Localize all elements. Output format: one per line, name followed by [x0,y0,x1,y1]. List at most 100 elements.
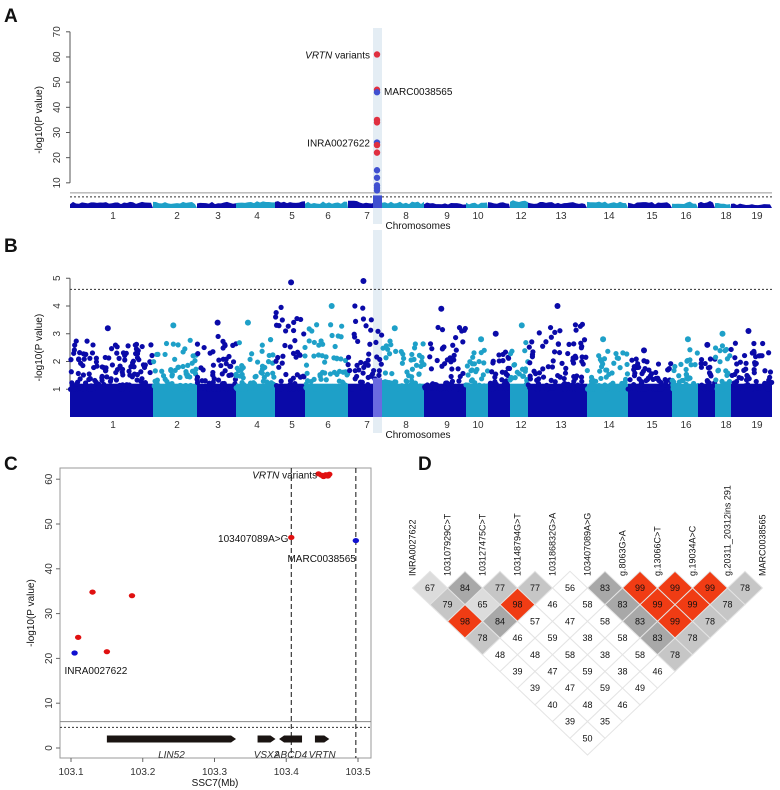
y-tick-label: 10 [52,177,63,189]
snp-point [162,376,168,382]
snp-point [175,342,181,348]
snp-point [151,359,157,365]
snp-point [218,362,224,369]
panel-letter-d: D [418,454,432,475]
snp-point [713,377,719,383]
chromosome-label: 10 [472,211,484,222]
snp-point [199,378,205,384]
snp-point [134,377,140,383]
snp-point [365,374,371,381]
snp-point [185,362,191,368]
snp-point [522,368,528,374]
snp-point [603,367,609,373]
snp-point [309,328,315,334]
snp-point [338,356,344,362]
snp-point [197,386,204,392]
snp-point [596,386,602,392]
snp-point [723,368,729,374]
chromosome-signal [382,201,424,208]
snp-point [96,381,102,387]
snp-point [312,385,318,392]
y-tick-label: 50 [52,76,63,88]
snp-point [401,355,407,362]
marker-label: g.8063G>A [618,530,628,576]
x-tick-label: 103.2 [130,767,155,778]
snp-point [276,323,282,329]
snp-point [562,370,569,376]
snp-point [453,386,459,392]
snp-point [550,358,556,364]
peak-point [684,336,691,343]
snp-point [635,361,641,367]
snp-point [219,371,225,377]
snp-point [412,383,419,389]
peak-point [214,319,221,326]
snp-point [601,356,608,362]
snp-point [527,360,533,366]
chromosome-label: 6 [325,211,331,222]
snp-point [126,382,132,388]
ld-value: 99 [705,583,715,593]
snp-point [206,380,212,386]
snp-point [686,375,692,381]
snp-point [456,378,462,384]
snp-point [732,355,738,361]
snp-point [505,365,511,371]
snp-point [163,386,169,392]
snp-point [71,650,78,656]
snp-point [172,367,178,374]
snp-point [220,338,226,344]
snp-point [383,343,389,349]
snp-point [579,358,585,365]
snp-point [326,471,333,477]
snp-point [210,349,216,355]
snp-point [68,369,74,375]
chromosome-label: 4 [254,420,260,431]
snp-point [261,374,267,381]
snp-point [514,369,520,375]
snp-point [405,386,411,392]
snp-point [624,361,630,368]
snp-point [460,339,466,345]
chromosome-signal [715,202,731,208]
snp-point [354,362,360,368]
snp-point [418,384,424,390]
chromosome-label: 9 [444,420,450,431]
snp-point [474,385,480,391]
snp-point [604,386,610,392]
snp-point [183,385,190,392]
ld-value: 58 [565,650,575,660]
snp-point [282,342,288,349]
snp-point [120,382,126,388]
snp-point [459,328,465,334]
y-tick-label: 0 [44,745,55,751]
peak-point [328,303,335,309]
y-tick-label: 4 [52,303,63,309]
ld-value: 58 [635,650,645,660]
peak-point [438,305,445,312]
ld-value: 39 [530,683,540,693]
snp-point [669,377,675,384]
snp-point [223,386,230,392]
marker-label: 103107929C>T [443,513,453,576]
y-tick-label: 20 [52,152,63,164]
snp-point [398,349,404,355]
snp-point [676,373,682,379]
ld-value: 35 [600,717,610,727]
snp-point [751,366,757,373]
snp-point [149,352,155,359]
snp-point [507,377,513,383]
snp-point [347,367,353,374]
snp-point [352,368,358,374]
snp-point [561,375,567,382]
snp-point [278,378,284,384]
snp-point [691,380,697,387]
snp-point [93,355,99,361]
ld-value: 38 [582,633,592,643]
snp-point [449,378,456,384]
snp-point [120,372,126,378]
snp-point [318,338,324,344]
snp-point [94,385,100,392]
marker-label: 103407089A>G [583,513,593,576]
snp-point [481,347,487,353]
